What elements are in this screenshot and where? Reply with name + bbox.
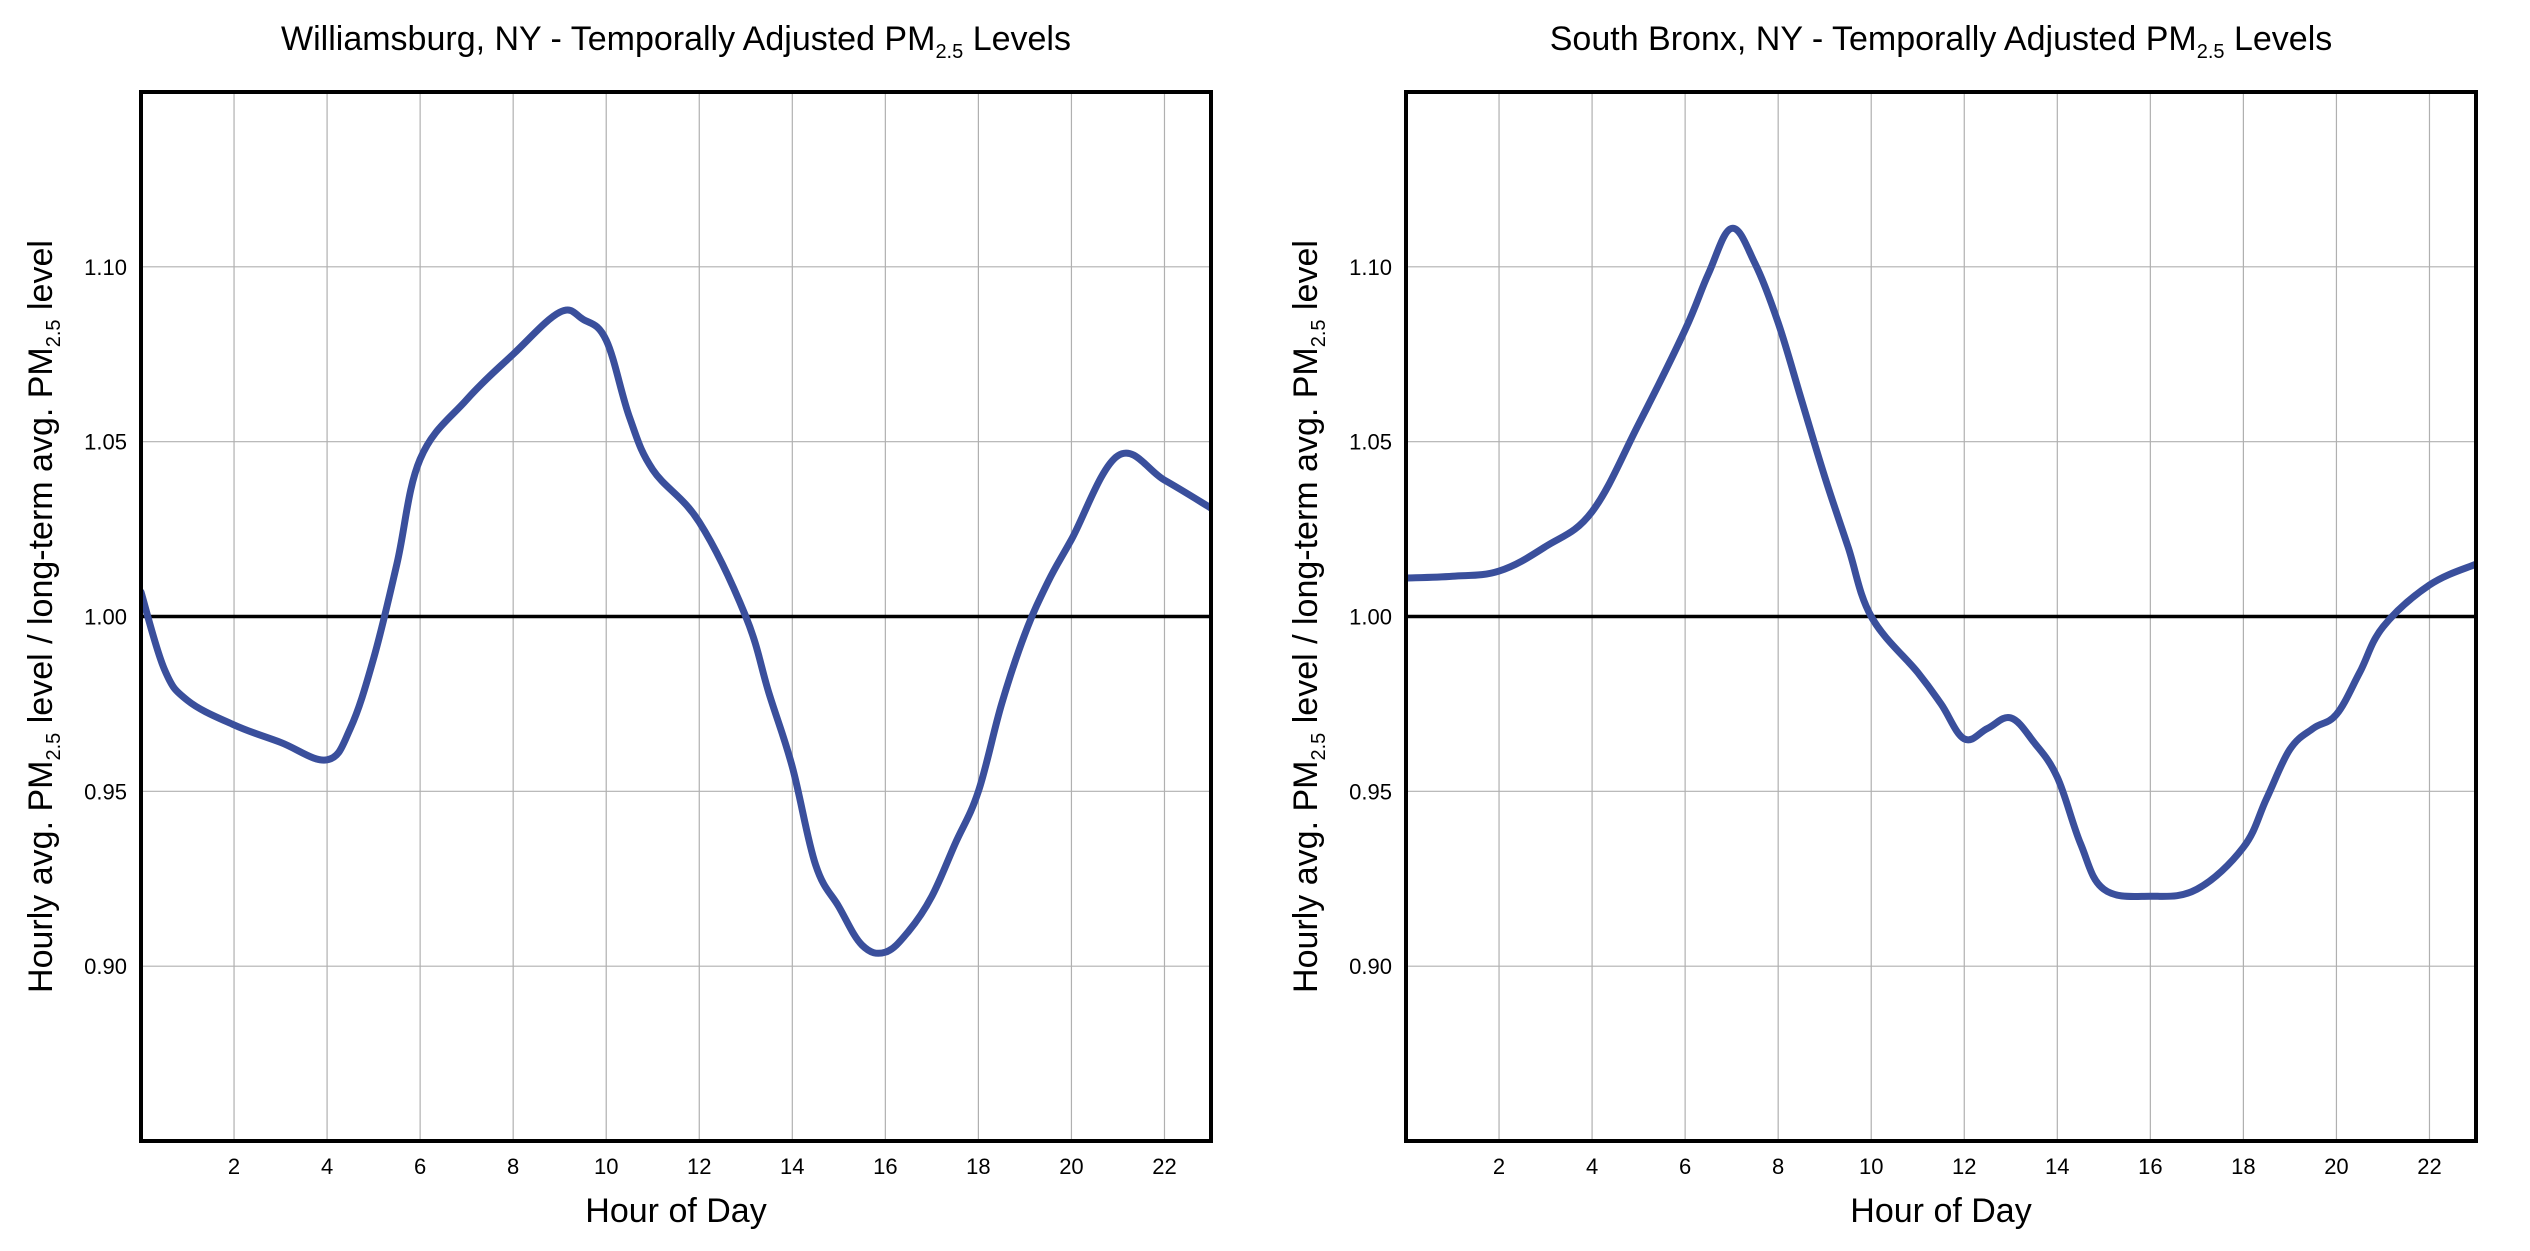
- y-axis-label-part: Hourly avg. PM: [22, 761, 60, 993]
- y-axis-label-part: level: [22, 240, 60, 319]
- x-tick-label: 12: [687, 1154, 711, 1179]
- x-tick-label: 2: [1493, 1154, 1505, 1179]
- x-tick-label: 8: [507, 1154, 519, 1179]
- y-tick-label: 0.90: [84, 954, 127, 979]
- x-tick-label: 10: [1859, 1154, 1883, 1179]
- x-tick-label: 2: [228, 1154, 240, 1179]
- chart-title-subscript: 2.5: [2197, 41, 2225, 63]
- chart-title-text: Williamsburg, NY - Temporally Adjusted P…: [281, 20, 935, 58]
- y-tick-label: 0.95: [84, 779, 127, 804]
- y-axis-label: Hourly avg. PM2.5 level / long-term avg.…: [1287, 240, 1330, 993]
- williamsburg-chart-svg: Williamsburg, NY - Temporally Adjusted P…: [22, 20, 1213, 1230]
- y-axis-label-subscript: 2.5: [1308, 733, 1330, 761]
- y-tick-label: 1.10: [84, 255, 127, 280]
- x-axis-label: Hour of Day: [1850, 1192, 2031, 1230]
- data-series-line: [1406, 224, 2476, 901]
- x-tick-label: 22: [1152, 1154, 1176, 1179]
- x-tick-label: 14: [2045, 1154, 2069, 1179]
- x-tick-label: 4: [1586, 1154, 1598, 1179]
- x-tick-label: 20: [1059, 1154, 1083, 1179]
- south-bronx-chart-svg: South Bronx, NY - Temporally Adjusted PM…: [1287, 20, 2478, 1230]
- y-axis-label-part: level / long-term avg. PM: [22, 347, 60, 732]
- x-tick-label: 14: [780, 1154, 804, 1179]
- x-tick-label: 20: [2324, 1154, 2348, 1179]
- y-tick-label: 1.10: [1349, 255, 1392, 280]
- x-tick-label: 16: [2138, 1154, 2162, 1179]
- x-tick-label: 18: [966, 1154, 990, 1179]
- y-tick-label: 0.95: [1349, 779, 1392, 804]
- y-tick-label: 1.05: [1349, 430, 1392, 455]
- data-series-line: [141, 306, 1211, 957]
- y-axis-label-subscript: 2.5: [1308, 319, 1330, 347]
- y-tick-label: 1.05: [84, 430, 127, 455]
- x-tick-label: 18: [2231, 1154, 2255, 1179]
- x-axis-label: Hour of Day: [585, 1192, 766, 1230]
- plot-frame: [1404, 90, 2478, 1143]
- x-tick-label: 22: [2417, 1154, 2441, 1179]
- x-tick-label: 4: [321, 1154, 333, 1179]
- chart-title: South Bronx, NY - Temporally Adjusted PM…: [1550, 20, 2333, 63]
- y-axis-label-part: Hourly avg. PM: [1287, 761, 1325, 993]
- y-axis-label-subscript: 2.5: [43, 319, 65, 347]
- x-tick-label: 6: [414, 1154, 426, 1179]
- south-bronx-chart: South Bronx, NY - Temporally Adjusted PM…: [1265, 0, 2530, 1251]
- y-tick-label: 1.00: [1349, 605, 1392, 630]
- x-tick-label: 6: [1679, 1154, 1691, 1179]
- y-axis-label-part: level / long-term avg. PM: [1287, 347, 1325, 732]
- x-tick-label: 12: [1952, 1154, 1976, 1179]
- x-tick-label: 8: [1772, 1154, 1784, 1179]
- x-tick-label: 16: [873, 1154, 897, 1179]
- chart-title-text: South Bronx, NY - Temporally Adjusted PM: [1550, 20, 2197, 58]
- williamsburg-chart: Williamsburg, NY - Temporally Adjusted P…: [22, 20, 1213, 1230]
- y-tick-label: 0.90: [1349, 954, 1392, 979]
- y-axis-label-subscript: 2.5: [43, 733, 65, 761]
- chart-title-subscript: 2.5: [935, 41, 963, 63]
- x-tick-label: 10: [594, 1154, 618, 1179]
- y-axis-label-part: level: [1287, 240, 1325, 319]
- chart-title: Williamsburg, NY - Temporally Adjusted P…: [281, 20, 1071, 63]
- plot-frame: [139, 90, 1213, 1143]
- y-axis-label: Hourly avg. PM2.5 level / long-term avg.…: [22, 240, 65, 993]
- chart-title-suffix: Levels: [963, 20, 1071, 58]
- chart-title-suffix: Levels: [2225, 20, 2333, 58]
- y-tick-label: 1.00: [84, 605, 127, 630]
